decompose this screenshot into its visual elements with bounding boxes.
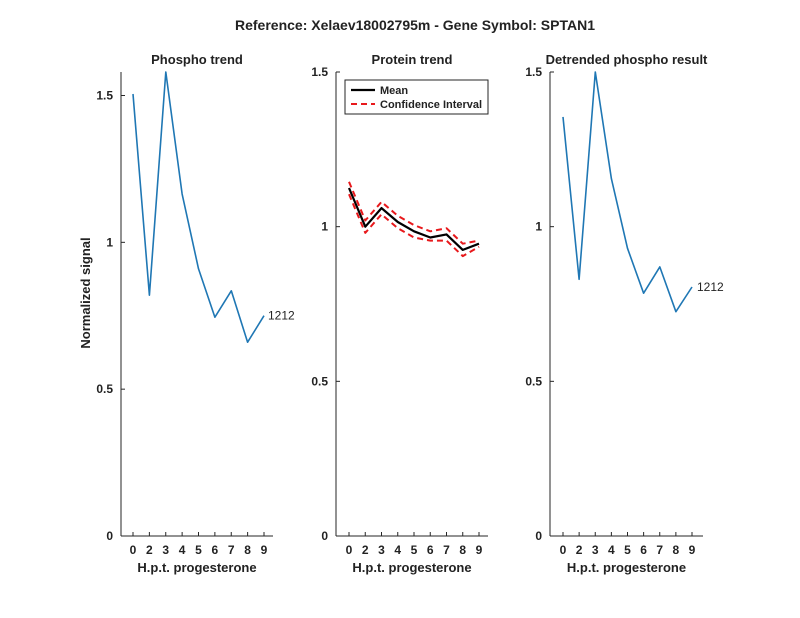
y-tick-label: 0.5: [311, 374, 328, 388]
x-tick-label: 6: [640, 543, 647, 557]
x-tick-label: 9: [476, 543, 483, 557]
y-tick-label: 1.5: [311, 65, 328, 79]
ci-lower-line: [348, 193, 480, 258]
x-tick-label: 7: [443, 543, 450, 557]
x-tick-label: 7: [228, 543, 235, 557]
x-tick-label: 4: [179, 543, 186, 557]
series-line: [562, 71, 693, 313]
y-tick-label: 1.5: [96, 88, 113, 102]
series-end-label: 1212: [697, 280, 724, 294]
legend-label-mean: Mean: [380, 85, 408, 97]
figure-title: Reference: Xelaev18002795m - Gene Symbol…: [235, 17, 595, 33]
x-tick-label: 4: [394, 543, 401, 557]
x-axis-label: H.p.t. progesterone: [567, 560, 686, 575]
x-tick-label: 8: [459, 543, 466, 557]
x-tick-label: 2: [362, 543, 369, 557]
x-tick-label: 0: [560, 543, 567, 557]
y-axis-label: Normalized signal: [78, 237, 93, 348]
x-tick-label: 9: [261, 543, 268, 557]
mean-line: [347, 187, 480, 251]
panel-title: Detrended phospho result: [546, 52, 708, 67]
y-tick-label: 1.5: [525, 65, 542, 79]
y-tick-label: 0: [535, 529, 542, 543]
x-tick-label: 5: [411, 543, 418, 557]
y-tick-label: 0.5: [525, 374, 542, 388]
x-tick-label: 6: [427, 543, 434, 557]
y-tick-label: 0: [106, 529, 113, 543]
x-tick-label: 3: [162, 543, 169, 557]
y-tick-label: 0.5: [96, 382, 113, 396]
x-tick-label: 3: [592, 543, 599, 557]
series-line: [132, 71, 265, 344]
x-tick-label: 8: [244, 543, 251, 557]
x-tick-label: 2: [576, 543, 583, 557]
x-tick-label: 4: [608, 543, 615, 557]
panel-title: Protein trend: [372, 52, 453, 67]
y-tick-label: 1: [535, 220, 542, 234]
legend: Mean Confidence Interval: [344, 79, 489, 115]
panel-title: Phospho trend: [151, 52, 243, 67]
x-axis-label: H.p.t. progesterone: [137, 560, 256, 575]
y-tick-label: 1: [321, 220, 328, 234]
x-tick-label: 8: [673, 543, 680, 557]
x-axis-label: H.p.t. progesterone: [352, 560, 471, 575]
x-tick-label: 9: [689, 543, 696, 557]
legend-label-ci: Confidence Interval: [380, 99, 482, 111]
ci-upper-line: [348, 181, 480, 245]
x-tick-label: 7: [656, 543, 663, 557]
x-tick-label: 2: [146, 543, 153, 557]
x-tick-label: 3: [378, 543, 385, 557]
x-tick-label: 0: [346, 543, 353, 557]
x-tick-label: 5: [195, 543, 202, 557]
x-tick-label: 6: [212, 543, 219, 557]
y-tick-label: 1: [106, 235, 113, 249]
y-tick-label: 0: [321, 529, 328, 543]
series-end-label: 1212: [268, 309, 295, 323]
x-tick-label: 0: [130, 543, 137, 557]
x-tick-label: 5: [624, 543, 631, 557]
legend-box: [344, 79, 489, 115]
